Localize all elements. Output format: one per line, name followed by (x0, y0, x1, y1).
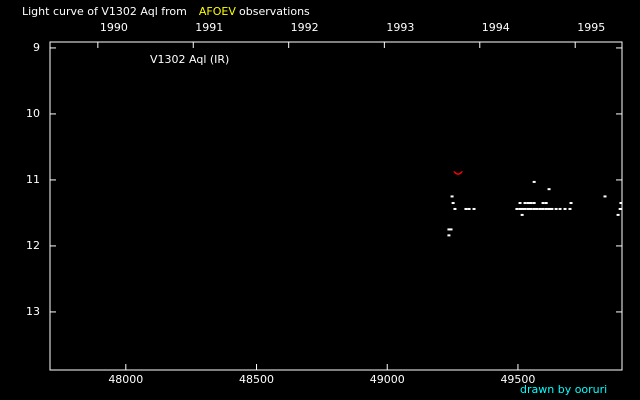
y-tick-label: 11 (26, 173, 40, 186)
point (532, 202, 536, 205)
point (618, 207, 622, 210)
point (541, 202, 545, 205)
point (467, 207, 471, 210)
point (453, 171, 464, 175)
point (554, 207, 558, 210)
x-tick-label: 48000 (108, 373, 143, 386)
point (526, 207, 530, 210)
x-tick-label: 48500 (239, 373, 274, 386)
point (518, 207, 522, 210)
title-text: Light curve of V1302 Aql from (22, 5, 187, 18)
point (515, 207, 519, 210)
point (541, 207, 545, 210)
point (523, 207, 527, 210)
x2-tick-label: 1993 (386, 21, 414, 34)
point (447, 228, 451, 231)
x2-tick-label: 1994 (482, 21, 510, 34)
point (529, 207, 533, 210)
point (520, 213, 524, 216)
x2-tick-label: 1992 (291, 21, 319, 34)
x-tick-label: 49500 (500, 373, 535, 386)
point (547, 188, 551, 191)
annotation: V1302 Aql (IR) (150, 53, 229, 66)
y-tick-label: 12 (26, 239, 40, 252)
point (526, 202, 530, 205)
point (523, 202, 527, 205)
point (550, 207, 554, 210)
point (568, 207, 572, 210)
point (558, 207, 562, 210)
point (532, 180, 536, 183)
point (547, 207, 551, 210)
point (450, 195, 454, 198)
point (532, 207, 536, 210)
chart-title: Light curve of V1302 Aql from AFOEV observ… (22, 5, 310, 18)
y-tick-label: 10 (26, 107, 40, 120)
x2-tick-label: 1995 (577, 21, 605, 34)
plot-frame (49, 41, 623, 371)
point (453, 207, 457, 210)
point (544, 207, 548, 210)
point (535, 207, 539, 210)
title-text: observations (239, 5, 310, 18)
point (603, 195, 607, 198)
point (563, 207, 567, 210)
point (518, 202, 522, 205)
point (447, 234, 451, 237)
y-tick-label: 9 (33, 41, 40, 54)
point (616, 213, 620, 216)
point (451, 202, 455, 205)
point (569, 202, 573, 205)
point (619, 202, 623, 205)
point (544, 202, 548, 205)
title-source: AFOEV (199, 5, 236, 18)
x2-tick-label: 1990 (100, 21, 128, 34)
credit: drawn by ooruri (520, 383, 607, 396)
point (538, 207, 542, 210)
x-tick-label: 49000 (370, 373, 405, 386)
point (449, 228, 453, 231)
point (464, 207, 468, 210)
y-tick-label: 13 (26, 305, 40, 318)
point (472, 207, 476, 210)
point (529, 202, 533, 205)
x2-tick-label: 1991 (195, 21, 223, 34)
point (520, 207, 524, 210)
